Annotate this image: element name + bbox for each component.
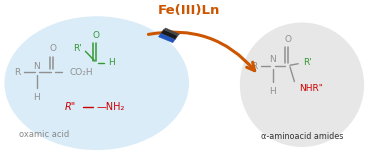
Text: H: H	[34, 92, 40, 102]
Text: O: O	[284, 35, 291, 44]
Ellipse shape	[240, 22, 364, 147]
Polygon shape	[161, 30, 178, 40]
Ellipse shape	[5, 16, 189, 150]
Text: R: R	[251, 62, 257, 70]
Text: R': R'	[303, 58, 312, 68]
Text: O: O	[93, 31, 99, 40]
Text: R': R'	[73, 44, 82, 53]
Text: N: N	[269, 55, 276, 65]
Text: R": R"	[65, 102, 76, 111]
Text: N: N	[34, 62, 40, 71]
Text: R: R	[14, 68, 20, 77]
Text: oxamic acid: oxamic acid	[19, 130, 69, 139]
Text: —NH₂: —NH₂	[97, 102, 125, 111]
Text: H: H	[108, 58, 115, 68]
Text: Fe(III)Ln: Fe(III)Ln	[158, 3, 220, 16]
Polygon shape	[164, 28, 180, 36]
Polygon shape	[158, 33, 175, 43]
Text: O: O	[49, 44, 56, 53]
Text: H: H	[269, 87, 276, 96]
Text: CO₂H: CO₂H	[70, 68, 93, 77]
Text: NHR": NHR"	[299, 84, 323, 93]
Text: α-aminoacid amides: α-aminoacid amides	[261, 132, 343, 141]
